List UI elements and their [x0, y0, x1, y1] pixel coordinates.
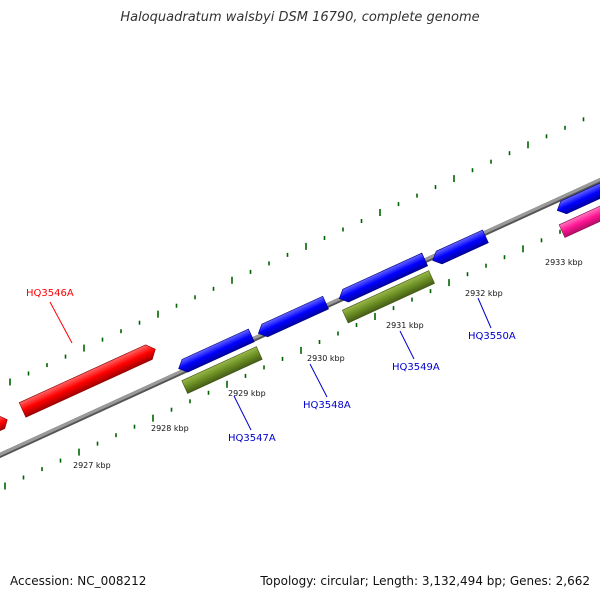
gene-label-hq3549a[interactable]: HQ3549A	[392, 362, 440, 373]
gene-hq3546a-arrow[interactable]	[18, 342, 158, 418]
feature-bar-green-1	[181, 346, 263, 394]
feature-bar-green-2	[341, 270, 435, 324]
gene-label-leaders	[49, 297, 492, 431]
gene-label-hq3546a[interactable]: HQ3546A	[26, 288, 74, 299]
gene-hq3550a-arrow[interactable]	[430, 229, 489, 267]
scale-label-2933: 2933 kbp	[545, 258, 583, 267]
scale-label-2929: 2929 kbp	[228, 389, 266, 398]
gene-labels: HQ3546A HQ3547A HQ3548A HQ3549A HQ3550A	[26, 288, 516, 444]
gene-label-hq3550a[interactable]: HQ3550A	[468, 331, 516, 342]
feature-bar-magenta	[558, 205, 600, 238]
scale-label-2931: 2931 kbp	[386, 321, 424, 330]
gene-blue-edge-arrow	[556, 182, 600, 215]
scale-label-2927: 2927 kbp	[73, 461, 111, 470]
gene-hq3547a-arrow[interactable]	[176, 328, 255, 375]
gene-hq3548a-arrow[interactable]	[255, 295, 329, 340]
map-title: Haloquadratum walsbyi DSM 16790, complet…	[120, 10, 480, 25]
gene-hq3549a-arrow[interactable]	[336, 252, 429, 305]
topology-text: Topology: circular; Length: 3,132,494 bp…	[260, 574, 590, 588]
scale-label-2928: 2928 kbp	[151, 424, 189, 433]
accession-text: Accession: NC_008212	[10, 574, 147, 588]
scale-label-2930: 2930 kbp	[307, 354, 345, 363]
outer-tick-track	[9, 117, 585, 386]
gene-label-hq3547a[interactable]: HQ3547A	[228, 433, 276, 444]
inner-tick-track	[4, 211, 598, 490]
gene-label-hq3548a[interactable]: HQ3548A	[303, 400, 351, 411]
gene-red-edge-arrow	[0, 415, 8, 434]
scale-label-2932: 2932 kbp	[465, 289, 503, 298]
scale-labels: 2927 kbp 2928 kbp 2929 kbp 2930 kbp 2931…	[73, 258, 583, 470]
